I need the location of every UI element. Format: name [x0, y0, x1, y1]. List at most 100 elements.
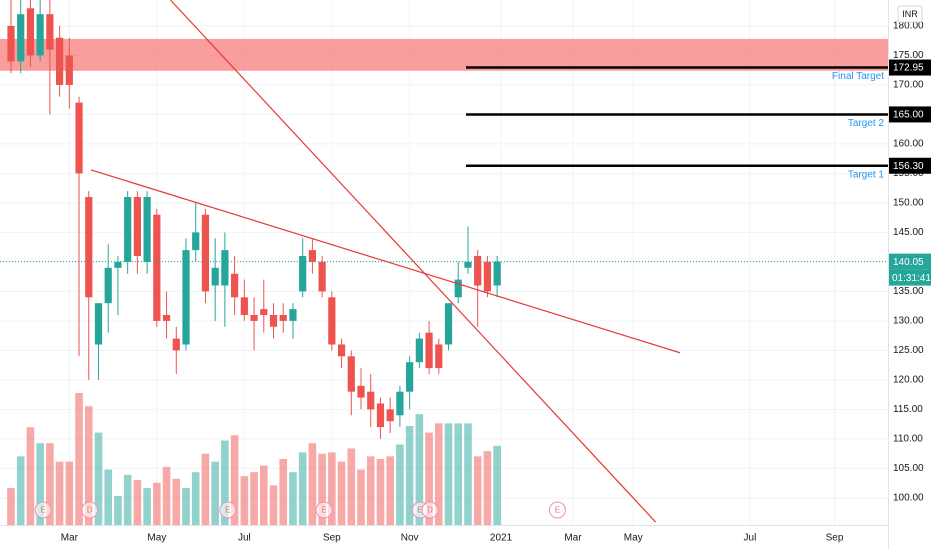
last-price-box: [889, 253, 931, 270]
candle-body: [269, 315, 278, 327]
volume-bar: [182, 488, 190, 525]
y-tick-label: 130.00: [893, 316, 924, 327]
event-label: E: [321, 506, 326, 515]
volume-bar: [259, 465, 268, 525]
candle-body: [367, 391, 375, 410]
y-tick-label: 160.00: [893, 139, 924, 150]
event-label: D: [87, 506, 93, 515]
x-tick-label: Jul: [744, 533, 757, 544]
candle-body: [7, 25, 15, 62]
candle-body: [444, 303, 453, 345]
currency: INR: [902, 9, 918, 19]
candle-body: [250, 315, 258, 321]
volume-bar: [7, 488, 15, 525]
volume-bar: [240, 476, 249, 525]
event-marker: [548, 501, 566, 519]
candle-body: [221, 250, 229, 286]
volume-bar: [26, 427, 35, 525]
candle-body: [211, 267, 219, 286]
event-label: E: [225, 506, 230, 515]
event-label: E: [555, 506, 560, 515]
candle-body: [474, 256, 482, 286]
last-price-label: 140.05: [893, 257, 924, 268]
target-price-label: 172.95: [893, 63, 924, 74]
volume-bar: [396, 444, 404, 525]
candle-body: [464, 261, 472, 268]
event-label: E: [418, 506, 423, 515]
candle-body: [376, 403, 385, 428]
candle-body: [415, 338, 423, 363]
candle-body: [36, 14, 44, 56]
volume-bar: [162, 466, 171, 525]
x-tick-label: May: [624, 533, 643, 544]
volume-bar: [114, 495, 122, 525]
volume-bar: [347, 448, 356, 525]
candle-body: [172, 338, 180, 351]
currency-box: [897, 5, 923, 23]
candle-body: [231, 273, 239, 298]
volume-bar: [386, 456, 394, 525]
volume-bar: [153, 482, 161, 525]
candle-body: [454, 279, 462, 298]
y-tick-label: 135.00: [893, 286, 924, 297]
candle-body: [17, 14, 25, 62]
y-tick-label: 175.00: [893, 50, 924, 61]
target-name: Target 1: [848, 169, 885, 180]
countdown-label: 01:31:41: [892, 273, 931, 284]
candle-body: [201, 214, 210, 292]
volume-bar: [230, 435, 239, 525]
volume-bar: [279, 459, 288, 525]
volume-bar: [133, 480, 142, 525]
volume-bar: [84, 406, 93, 525]
x-tick-label: Nov: [401, 533, 419, 544]
y-tick-label: 125.00: [893, 345, 924, 356]
candle-body: [94, 303, 103, 345]
volume-bar: [289, 472, 297, 525]
candle-body: [328, 297, 336, 345]
volume-bar: [104, 469, 113, 525]
volume-bar: [444, 423, 453, 525]
volume-bar: [191, 472, 200, 525]
candle-body: [240, 297, 248, 315]
event-marker: [421, 501, 439, 519]
volume-bar: [328, 452, 336, 525]
y-tick-label: 150.00: [893, 198, 924, 209]
candle-body: [483, 261, 492, 292]
y-tick-label: 100.00: [893, 493, 924, 504]
volume-bar: [376, 459, 385, 525]
candle-body: [26, 8, 35, 56]
volume-bar: [250, 472, 258, 525]
volume-bar: [172, 478, 181, 525]
volume-bar: [143, 488, 151, 525]
volume-bar: [55, 461, 64, 525]
candle-body: [396, 391, 404, 416]
target-price-label: 165.00: [893, 110, 924, 121]
volume-bar: [123, 474, 132, 525]
trendline: [170, 0, 657, 523]
trendline: [90, 169, 681, 354]
target-name: Target 2: [848, 118, 885, 129]
volume-bar: [94, 432, 103, 525]
target-price-box: [889, 157, 931, 174]
volume-bar: [201, 453, 210, 525]
candle-body: [133, 197, 141, 257]
volume-bar: [473, 456, 482, 525]
volume-bar: [454, 423, 463, 525]
event-label: E: [40, 506, 45, 515]
x-tick-label: 2021: [490, 533, 513, 544]
volume-bar: [298, 452, 307, 525]
event-marker: [81, 501, 99, 519]
countdown-box: [889, 269, 931, 286]
candle-body: [357, 385, 365, 398]
x-tick-label: May: [147, 533, 166, 544]
candle-body: [279, 315, 287, 321]
x-tick-label: Sep: [323, 533, 341, 544]
volume-bar: [211, 461, 219, 525]
volume-bar: [357, 469, 365, 525]
target-price-box: [889, 59, 931, 76]
supply-zone: [0, 38, 888, 71]
target-price-label: 156.30: [893, 161, 924, 172]
volume-bar: [65, 461, 74, 525]
candle-body: [425, 332, 433, 369]
